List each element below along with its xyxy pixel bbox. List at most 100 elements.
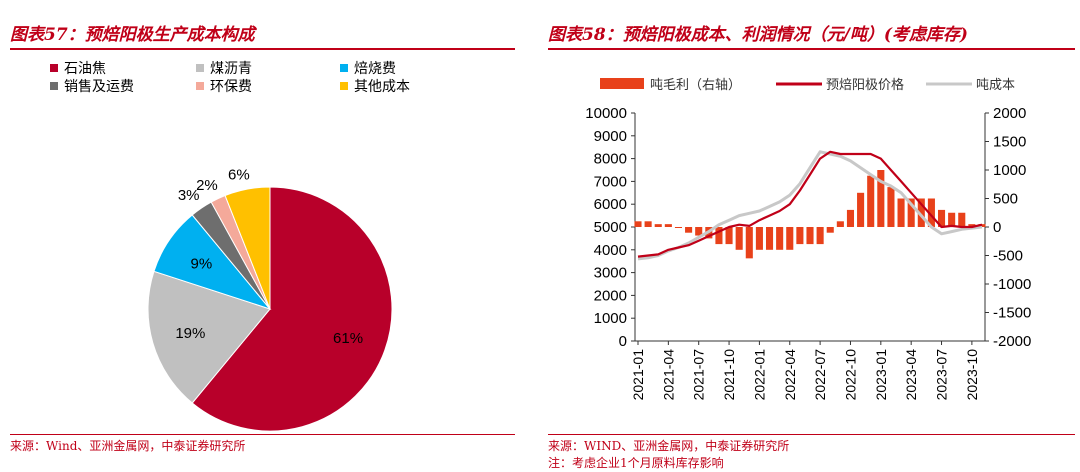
profit-bar <box>644 221 652 227</box>
profit-bar <box>654 224 662 227</box>
pie-legend-swatch <box>196 64 204 72</box>
x-tick-label: 2021-07 <box>691 349 707 401</box>
y-left-tick-label: 0 <box>619 333 627 350</box>
y-left-tick-label: 5000 <box>594 219 627 236</box>
profit-bar <box>745 227 753 259</box>
profit-bar <box>786 227 794 250</box>
profit-bar <box>917 198 925 227</box>
profit-bar <box>826 227 834 233</box>
right-note: 注：考虑企业1个月原料库存影响 <box>548 456 724 470</box>
profit-bar <box>958 212 966 227</box>
pie-slice <box>147 270 271 404</box>
price-line <box>637 150 983 258</box>
pie-legend-label: 销售及运费 <box>64 78 134 94</box>
left-chart-title: 图表57：预焙阳极生产成本构成 <box>10 25 255 45</box>
profit-bar <box>907 198 915 227</box>
profit-bar <box>634 221 642 227</box>
y-left-tick-label: 2000 <box>594 287 627 304</box>
profit-bar <box>887 187 895 227</box>
x-tick-label: 2023-10 <box>964 349 980 401</box>
profit-bar <box>806 227 814 245</box>
profit-bar <box>685 227 693 233</box>
x-tick-label: 2021-10 <box>721 349 737 401</box>
profit-bar <box>836 221 844 227</box>
y-right-tick-label: -2000 <box>993 333 1031 350</box>
pie-slice <box>224 186 271 310</box>
profit-bar <box>867 175 875 227</box>
y-right-tick-label: -500 <box>993 248 1023 265</box>
profit-bar <box>776 227 784 250</box>
profit-bar <box>937 209 946 227</box>
pie-legend-swatch <box>50 64 58 72</box>
pie-legend-label: 石油焦 <box>64 60 106 76</box>
y-left-tick-label: 9000 <box>594 128 627 145</box>
right-title-bar: 图表58：预焙阳极成本、利润情况（元/吨）(考虑库存) <box>548 18 1075 50</box>
pie-slice <box>191 186 393 432</box>
pie-slice-label: 3% <box>178 187 200 204</box>
line-legend-label: 吨成本 <box>976 77 1015 92</box>
y-right-tick-label: 500 <box>993 191 1018 208</box>
y-left-tick-label: 4000 <box>594 242 627 259</box>
y-left-tick-label: 7000 <box>594 173 627 190</box>
left-source: 来源：Wind、亚洲金属网，中泰证券研究所 <box>10 439 246 453</box>
profit-bar <box>816 227 824 245</box>
right-source-divider <box>548 434 1075 435</box>
y-right-tick-label: 2000 <box>993 105 1026 122</box>
x-tick-label: 2022-07 <box>812 349 828 401</box>
y-right-tick-label: -1500 <box>993 305 1031 322</box>
profit-bar <box>735 227 743 250</box>
left-panel: 图表57：预焙阳极生产成本构成 石油焦 煤沥青 焙烧费 销售及运费 环保费 其他成本 61%… <box>10 0 515 472</box>
y-left-tick-label: 10000 <box>585 105 627 122</box>
right-source: 来源：WIND、亚洲金属网，中泰证券研究所 <box>548 439 790 453</box>
line-legend-label: 吨毛利（右轴） <box>650 77 741 92</box>
profit-bar <box>877 170 885 227</box>
y-left-tick-label: 3000 <box>594 265 627 282</box>
profit-bar <box>897 198 905 227</box>
x-tick-label: 2021-04 <box>660 349 676 401</box>
pie-slice-label: 6% <box>228 166 250 183</box>
y-right-tick-label: -1000 <box>993 276 1031 293</box>
profit-bar <box>927 198 935 227</box>
line-legend-swatch <box>600 78 644 89</box>
pie-legend-label: 焙烧费 <box>354 60 396 76</box>
x-tick-label: 2023-07 <box>934 349 950 401</box>
right-chart-title: 图表58：预焙阳极成本、利润情况（元/吨）(考虑库存) <box>548 25 968 45</box>
pie-slice-label: 9% <box>191 255 213 272</box>
cost-line <box>637 150 983 261</box>
profit-bar <box>715 227 723 245</box>
left-title-bar: 图表57：预焙阳极生产成本构成 <box>10 18 515 50</box>
y-left-tick-label: 8000 <box>594 151 627 168</box>
pie-legend-label: 煤沥青 <box>210 60 252 76</box>
x-tick-label: 2022-01 <box>751 349 767 401</box>
profit-bar <box>695 227 703 236</box>
right-panel: 图表58：预焙阳极成本、利润情况（元/吨）(考虑库存) 吨毛利（右轴） 预焙阳极价… <box>548 0 1075 472</box>
x-tick-label: 2022-04 <box>782 349 798 401</box>
left-source-divider <box>10 434 515 435</box>
x-tick-label: 2022-10 <box>842 349 858 401</box>
profit-bar <box>725 227 733 245</box>
price-cost-chart: 吨毛利（右轴） 预焙阳极价格 吨成本010002000300040005000600… <box>585 77 1031 401</box>
profit-bar <box>664 224 672 227</box>
x-tick-label: 2021-01 <box>630 349 646 401</box>
y-right-tick-label: 0 <box>993 219 1001 236</box>
y-left-tick-label: 1000 <box>594 310 627 327</box>
pie-legend-swatch <box>50 82 58 90</box>
profit-bar <box>796 227 804 245</box>
profit-bar <box>948 212 956 227</box>
pie-legend-swatch <box>196 82 204 90</box>
profit-bar <box>674 227 683 228</box>
pie-slice-label: 2% <box>196 177 218 194</box>
x-tick-label: 2023-04 <box>903 349 919 401</box>
y-right-tick-label: 1500 <box>993 134 1026 151</box>
pie-legend-swatch <box>340 64 348 72</box>
line-legend-label: 预焙阳极价格 <box>826 77 904 92</box>
x-tick-label: 2023-01 <box>873 349 889 401</box>
profit-bar <box>857 192 865 227</box>
pie-legend-label: 环保费 <box>210 78 252 94</box>
pie-slice-label: 19% <box>175 325 205 342</box>
y-right-tick-label: 1000 <box>993 162 1026 179</box>
pie-slice-label: 61% <box>333 330 363 347</box>
profit-bar <box>968 224 976 227</box>
profit-bar <box>846 209 855 227</box>
